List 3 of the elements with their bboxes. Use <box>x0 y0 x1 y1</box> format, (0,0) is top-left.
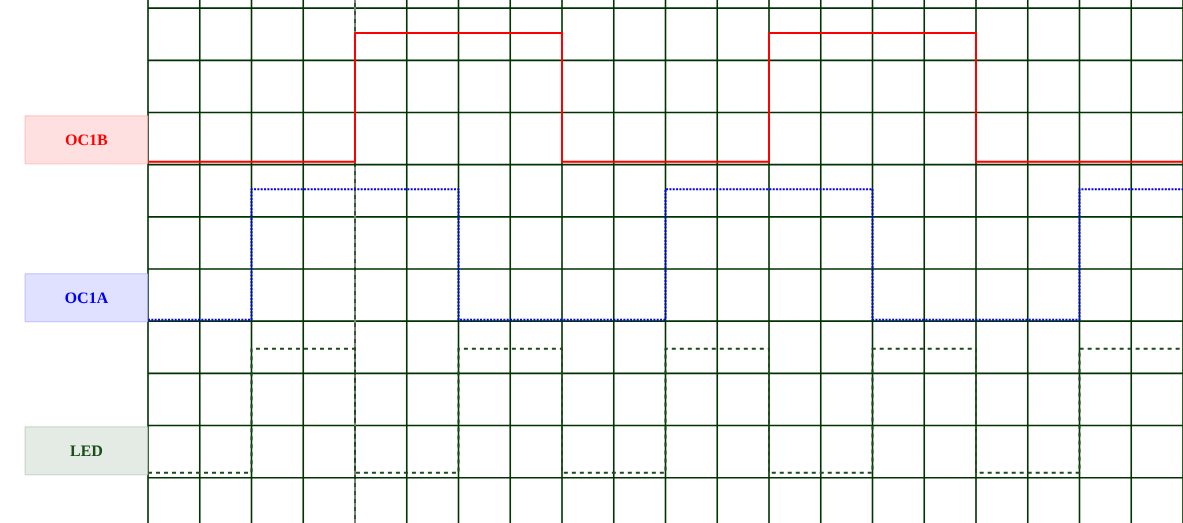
text: OC1A <box>65 292 109 304</box>
text: OC1B <box>65 134 108 146</box>
text: LED <box>70 445 103 457</box>
